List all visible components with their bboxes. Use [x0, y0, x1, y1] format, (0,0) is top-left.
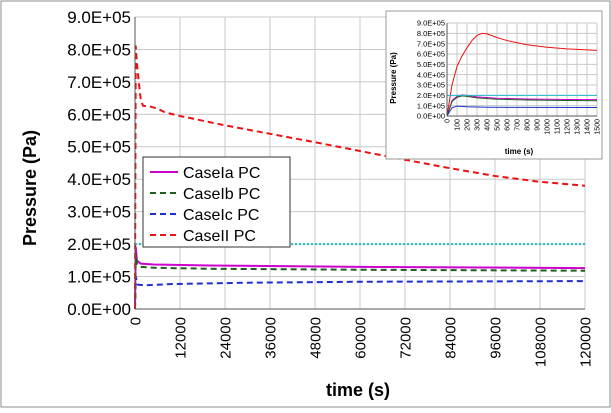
inset-x-tick-label: 300 [474, 119, 481, 131]
main-x-tick-label: 48000 [307, 317, 324, 359]
inset-series-line-2 [446, 95, 598, 117]
main-x-tick-label: 36000 [262, 317, 279, 359]
inset-chart: 0.0E+00 1.0E+052.0E+053.0E+05 4.0E+055.0E+… [385, 10, 603, 160]
inset-x-tick-label: 600 [504, 119, 511, 131]
main-y-tick-labels: 0.0E+00 1.0E+05 2.0E+05 3.0E+05 4.0E+05 5.0E+… [67, 8, 131, 319]
legend: CaseIa PC CaseIb PC CaseIc PC CaseII PC [142, 156, 291, 248]
inset-x-tick-labels: 0 100 200 300 400 500 600 700 800 900 1000 1100 1200… [444, 119, 601, 135]
legend-label-2: CaseIc PC [183, 207, 259, 224]
inset-x-tick-label: 1200 [564, 119, 571, 135]
main-series-line-3 [134, 45, 586, 310]
inset-y-axis-label: Pressure (Pa) [389, 52, 398, 104]
main-x-tick-labels: 0 12000 24000 36000 48000 60000 72000 84000 9600… [127, 317, 594, 367]
main-x-tick-label: 96000 [487, 317, 504, 359]
main-series-line-0 [134, 246, 586, 310]
main-y-tick-label: 2.0E+05 [67, 235, 131, 254]
main-x-tick-label: 12000 [172, 317, 189, 359]
inset-y-tick-label: 9.0E+05 [417, 19, 445, 28]
inset-series-lines [446, 32, 598, 117]
inset-x-tick-label: 200 [464, 119, 471, 131]
main-series-lines [134, 45, 586, 310]
inset-x-tick-label: 100 [454, 119, 461, 131]
inset-x-tick-label: 0 [444, 119, 451, 123]
main-x-tick-label: 72000 [397, 317, 414, 359]
legend-label-0: CaseIa PC [183, 165, 260, 182]
main-y-tick-label: 8.0E+05 [67, 40, 131, 59]
main-x-axis-label: time (s) [326, 380, 390, 400]
inset-y-tick-label: 2.0E+05 [417, 91, 445, 100]
inset-x-tick-label: 900 [534, 119, 541, 131]
inset-x-tick-label: 1500 [594, 119, 601, 135]
inset-x-tick-label: 500 [494, 119, 501, 131]
main-y-axis-label: Pressure (Pa) [20, 130, 40, 246]
inset-axes [446, 23, 597, 117]
main-x-tick-label: 24000 [217, 317, 234, 359]
main-x-tick-label: 60000 [352, 317, 369, 359]
main-y-tick-label: 5.0E+05 [67, 138, 131, 157]
main-axes [134, 17, 585, 310]
main-y-tick-label: 4.0E+05 [67, 170, 131, 189]
main-y-tick-label: 3.0E+05 [67, 203, 131, 222]
inset-x-tick-label: 1100 [554, 119, 561, 134]
inset-y-tick-label: 8.0E+05 [417, 29, 445, 38]
main-x-tick-label: 108000 [532, 317, 549, 367]
inset-x-tick-label: 400 [484, 119, 491, 131]
legend-label-3: CaseII PC [183, 228, 256, 245]
inset-x-tick-label: 1000 [544, 119, 551, 135]
main-y-tick-label: 7.0E+05 [67, 73, 131, 92]
inset-y-tick-label: 3.0E+05 [417, 81, 445, 90]
main-y-tick-label: 1.0E+05 [67, 268, 131, 287]
inset-y-tick-label: 4.0E+05 [417, 70, 445, 79]
inset-x-tick-label: 800 [524, 119, 531, 131]
inset-y-tick-label: 5.0E+05 [417, 60, 445, 69]
inset-series-line-1 [446, 94, 598, 117]
main-y-tick-label: 0.0E+00 [67, 300, 131, 319]
main-y-tick-label: 9.0E+05 [67, 8, 131, 27]
inset-series-line-0 [446, 32, 598, 117]
inset-y-tick-labels: 0.0E+00 1.0E+052.0E+053.0E+05 4.0E+055.0E+… [417, 19, 445, 121]
inset-y-tick-label: 1.0E+05 [417, 101, 445, 110]
inset-x-axis-label: time (s) [505, 147, 534, 156]
inset-x-tick-label: 1300 [574, 119, 581, 135]
main-y-tick-label: 6.0E+05 [67, 105, 131, 124]
inset-y-tick-label: 6.0E+05 [417, 50, 445, 59]
inset-x-tick-label: 1400 [584, 119, 591, 135]
inset-x-tick-label: 700 [514, 119, 521, 131]
inset-y-tick-label: 7.0E+05 [417, 39, 445, 48]
main-x-tick-label: 0 [127, 317, 144, 325]
main-x-tick-label: 84000 [442, 317, 459, 359]
inset-y-tick-label: 0.0E+00 [417, 112, 445, 121]
inset-series-line-3 [446, 105, 598, 117]
main-x-tick-label: 120000 [577, 317, 594, 367]
legend-label-1: CaseIb PC [183, 186, 260, 203]
